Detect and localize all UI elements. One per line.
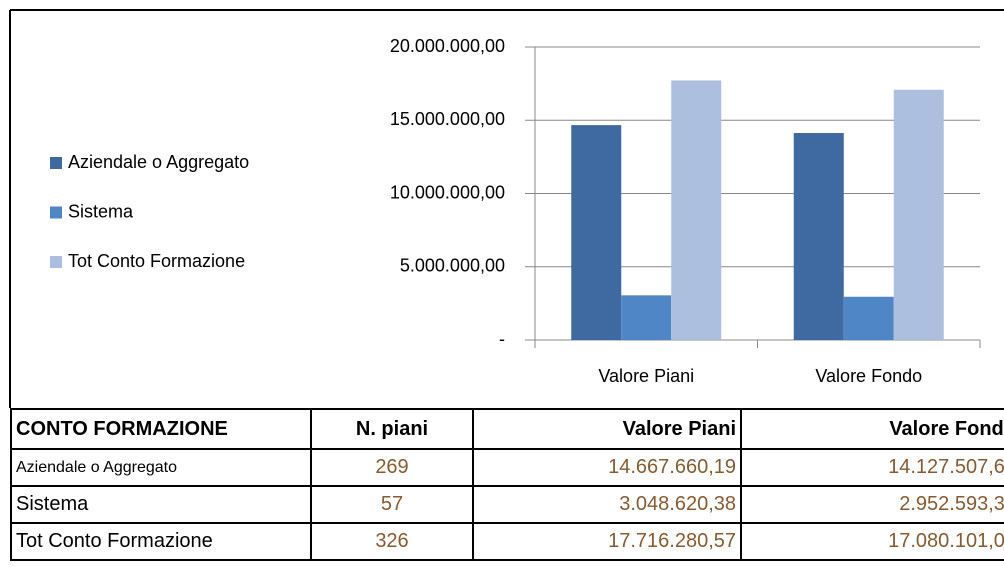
y-tick-label: 10.000.000,00 bbox=[390, 182, 505, 202]
bar bbox=[843, 296, 894, 340]
x-tick-label: Valore Fondo bbox=[815, 366, 922, 386]
table-cell: 57 bbox=[310, 485, 474, 524]
table-cell: N. piani bbox=[310, 408, 474, 450]
legend-swatch bbox=[50, 157, 62, 169]
table-cell: 14.127.507,62 bbox=[740, 448, 1004, 487]
table-cell: CONTO FORMAZIONE bbox=[10, 408, 312, 450]
bar bbox=[893, 89, 944, 340]
legend-label: Sistema bbox=[68, 201, 134, 221]
bar bbox=[621, 295, 672, 340]
y-tick-label: 15.000.000,00 bbox=[390, 109, 505, 129]
table-cell: Valore Fondo bbox=[740, 408, 1004, 450]
table-cell: 269 bbox=[310, 448, 474, 487]
bar bbox=[793, 133, 844, 340]
table-cell: Aziendale o Aggregato bbox=[10, 448, 312, 487]
x-tick-label: Valore Piani bbox=[598, 366, 694, 386]
bar bbox=[571, 125, 622, 340]
table-cell: 326 bbox=[310, 522, 474, 561]
y-tick-label: 20.000.000,00 bbox=[390, 36, 505, 56]
table-cell: 14.667.660,19 bbox=[472, 448, 742, 487]
legend-swatch bbox=[50, 206, 62, 219]
table-cell: Tot Conto Formazione bbox=[10, 522, 312, 561]
table-row: Tot Conto Formazione 326 17.716.280,57 17.0… bbox=[10, 522, 1004, 561]
table-row: CONTO FORMAZIONE N. piani Valore Piani Valo… bbox=[10, 408, 1004, 450]
table-cell: 17.080.101,00 bbox=[740, 522, 1004, 561]
table-cell: 17.716.280,57 bbox=[472, 522, 742, 561]
legend-label: Tot Conto Formazione bbox=[68, 251, 245, 271]
legend-label: Aziendale o Aggregato bbox=[68, 152, 249, 172]
bar bbox=[671, 80, 722, 341]
table-cell: 3.048.620,38 bbox=[472, 485, 742, 524]
y-tick-label: 5.000.000,00 bbox=[400, 256, 505, 276]
table-cell: Valore Piani bbox=[472, 408, 742, 450]
table-row: Aziendale o Aggregato 269 14.667.660,19 14.… bbox=[10, 448, 1004, 487]
chart: - 5.000.000,00 10.000.000,00 15.000.000,00 2… bbox=[9, 9, 1004, 408]
data-table: CONTO FORMAZIONE N. piani Valore Piani Valo… bbox=[10, 408, 1004, 561]
table-cell: 2.952.593,38 bbox=[740, 485, 1004, 524]
y-tick-label: - bbox=[499, 329, 505, 349]
legend-swatch bbox=[50, 256, 62, 268]
table-cell: Sistema bbox=[10, 485, 312, 524]
